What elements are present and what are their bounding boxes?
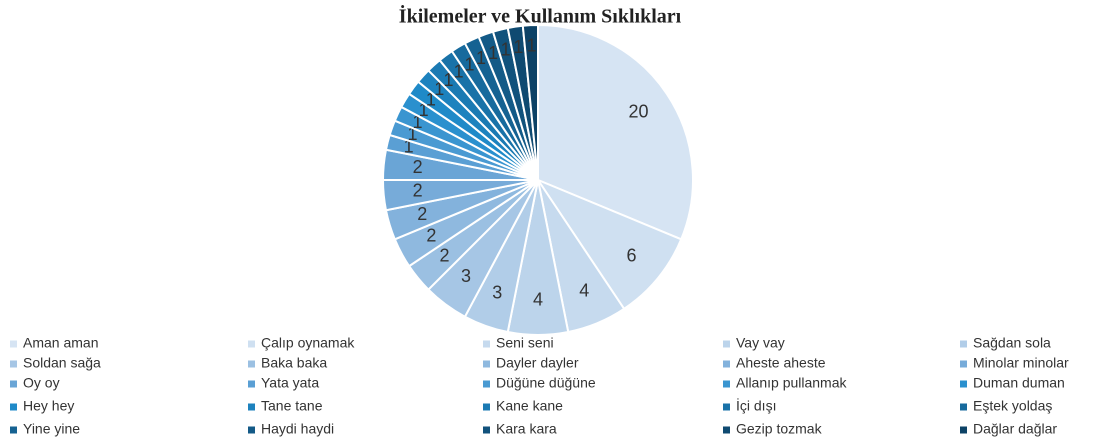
legend-label: Sağdan sola: [973, 335, 1051, 351]
legend-marker: [248, 360, 255, 368]
data-label: 1: [407, 124, 417, 144]
legend-marker: [10, 403, 17, 411]
pie-slice: [521, 23, 539, 181]
chart-title: İkilemeler ve Kullanım Sıklıkları: [399, 4, 682, 28]
legend-label: Haydi haydi: [261, 421, 334, 437]
pie-slice: [537, 23, 694, 241]
data-label: 1: [501, 39, 511, 59]
legend-label: Oy oy: [23, 375, 60, 391]
legend-label: Vay vay: [736, 335, 785, 351]
legend-marker: [10, 340, 17, 348]
legend-label: Kara kara: [496, 421, 557, 437]
data-label: 1: [526, 36, 536, 56]
legend-label: Tane tane: [261, 398, 323, 414]
pie-slice: [535, 177, 683, 311]
data-label: 4: [579, 280, 589, 300]
legend-label: Aman aman: [23, 335, 98, 351]
data-label: 2: [413, 181, 423, 201]
legend-marker: [483, 340, 490, 348]
legend-label: Hey hey: [23, 398, 74, 414]
legend-marker: [248, 426, 255, 434]
data-label: 1: [454, 62, 464, 82]
data-label: 2: [417, 204, 427, 224]
legend-marker: [960, 380, 967, 388]
data-label: 20: [629, 102, 649, 122]
data-label: 6: [626, 245, 636, 265]
legend-label: Dayler dayler: [496, 355, 579, 371]
data-label: 2: [426, 226, 436, 246]
data-label: 2: [413, 157, 423, 177]
legend-label: Yata yata: [261, 375, 319, 391]
legend-marker: [10, 360, 17, 368]
legend-marker: [248, 340, 255, 348]
legend-marker: [723, 403, 730, 411]
legend-label: Allanıp pullanmak: [736, 375, 848, 391]
legend-marker: [483, 380, 490, 388]
legend-marker: [960, 403, 967, 411]
legend-marker: [723, 340, 730, 348]
legend-marker: [723, 360, 730, 368]
data-label: 1: [476, 48, 486, 68]
legend-label: Çalıp oynamak: [261, 335, 355, 351]
data-label: 1: [443, 70, 453, 90]
legend-label: İçi dışı: [736, 397, 776, 414]
data-label: 1: [412, 112, 422, 132]
legend-label: Minolar minolar: [973, 355, 1069, 371]
data-label: 1: [488, 43, 498, 63]
legend-marker: [483, 426, 490, 434]
legend-label: Gezip tozmak: [736, 421, 823, 437]
legend-marker: [10, 426, 17, 434]
legend-marker: [723, 380, 730, 388]
legend-label: Aheste aheste: [736, 355, 826, 371]
legend-marker: [248, 380, 255, 388]
legend-label: Eştek yoldaş: [973, 398, 1052, 414]
data-label: 1: [513, 37, 523, 57]
legend-label: Seni seni: [496, 335, 554, 351]
data-label: 4: [533, 290, 543, 310]
data-label: 1: [404, 136, 414, 156]
data-label: 1: [419, 100, 429, 120]
data-label: 2: [440, 245, 450, 265]
legend-label: Yine yine: [23, 421, 80, 437]
legend-marker: [960, 340, 967, 348]
legend-label: Soldan sağa: [23, 355, 101, 371]
legend-label: Düğüne düğüne: [496, 375, 596, 391]
legend-marker: [483, 403, 490, 411]
data-label: 3: [461, 266, 471, 286]
legend-marker: [10, 380, 17, 388]
legend-label: Baka baka: [261, 355, 327, 371]
legend-label: Duman duman: [973, 375, 1065, 391]
legend-label: Kane kane: [496, 398, 563, 414]
legend-label: Dağlar dağlar: [973, 421, 1057, 437]
legend-marker: [483, 360, 490, 368]
legend-marker: [960, 360, 967, 368]
data-label: 1: [434, 79, 444, 99]
legend-marker: [723, 426, 730, 434]
legend-marker: [960, 426, 967, 434]
data-label: 3: [492, 283, 502, 303]
data-label: 1: [426, 89, 436, 109]
data-label: 1: [464, 54, 474, 74]
legend-marker: [248, 403, 255, 411]
